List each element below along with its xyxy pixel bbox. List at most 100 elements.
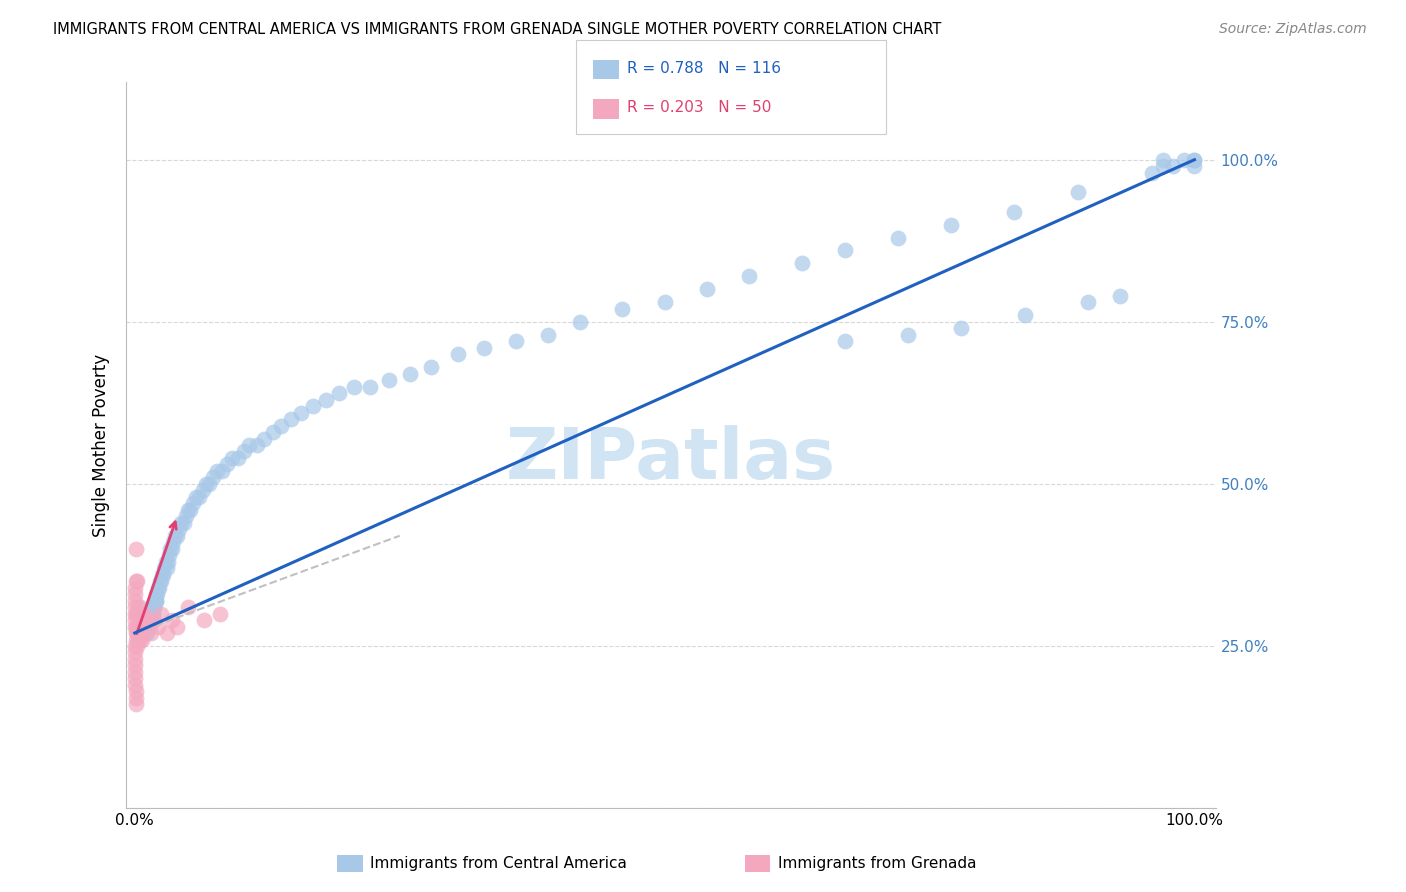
Point [792,256,814,270]
Point [181,496,204,510]
Point [138,613,160,627]
Point [142,600,165,615]
Text: Immigrants from Central America: Immigrants from Central America [370,856,627,871]
Point [253,432,276,446]
Point [1002,204,1025,219]
Point [125,607,148,621]
Point [124,639,146,653]
Point [194,476,217,491]
Point [155,555,177,569]
Point [131,613,153,627]
Point [142,600,165,615]
Point [124,678,146,692]
Point [568,315,591,329]
Point [134,619,156,633]
Point [125,632,148,647]
Point [141,607,163,621]
Point [1077,295,1099,310]
Point [152,567,174,582]
Point [146,581,169,595]
Point [155,561,177,575]
Point [1014,308,1036,322]
Point [1067,185,1090,199]
Point [166,529,188,543]
Point [221,450,243,465]
Point [132,613,155,627]
Point [177,503,200,517]
Point [157,548,180,562]
Point [125,619,148,633]
Point [378,373,401,387]
Point [270,418,292,433]
Point [211,464,233,478]
Y-axis label: Single Mother Poverty: Single Mother Poverty [93,353,110,537]
Point [139,626,162,640]
Point [134,619,156,633]
Point [174,509,197,524]
Point [399,367,422,381]
Point [834,334,856,349]
Point [142,600,165,615]
Point [232,444,254,458]
Point [138,607,160,621]
Point [124,665,146,679]
Point [359,379,381,393]
Point [226,450,249,465]
Point [696,282,718,296]
Point [173,516,195,530]
Point [125,698,148,712]
Point [129,607,152,621]
Point [124,587,146,601]
Point [124,658,146,673]
Point [139,613,162,627]
Point [208,607,231,621]
Point [198,476,221,491]
Point [124,672,146,686]
Point [127,632,149,647]
Point [129,619,152,633]
Point [125,541,148,556]
Point [153,561,176,575]
Point [170,516,193,530]
Point [191,483,214,498]
Point [834,244,856,258]
Point [128,613,150,627]
Point [939,218,962,232]
Point [328,386,350,401]
Point [142,607,165,621]
Point [1161,159,1184,173]
Point [125,690,148,705]
Point [612,301,634,316]
Point [177,600,200,615]
Point [134,613,156,627]
Point [127,600,149,615]
Point [162,535,184,549]
Point [142,613,165,627]
Point [207,464,229,478]
Point [124,645,146,659]
Point [127,619,149,633]
Point [143,593,166,607]
Point [125,574,148,589]
Point [280,412,302,426]
Point [128,613,150,627]
Point [1140,166,1163,180]
Point [1184,159,1206,173]
Point [125,684,148,698]
Point [135,607,157,621]
Point [125,626,148,640]
Point [146,587,169,601]
Point [505,334,527,349]
Point [145,587,167,601]
Point [145,593,167,607]
Point [127,607,149,621]
Point [124,600,146,615]
Point [136,613,159,627]
Point [139,607,162,621]
Point [132,613,155,627]
Point [141,607,163,621]
Point [124,613,146,627]
Point [1109,289,1132,303]
Point [125,607,148,621]
Point [131,632,153,647]
